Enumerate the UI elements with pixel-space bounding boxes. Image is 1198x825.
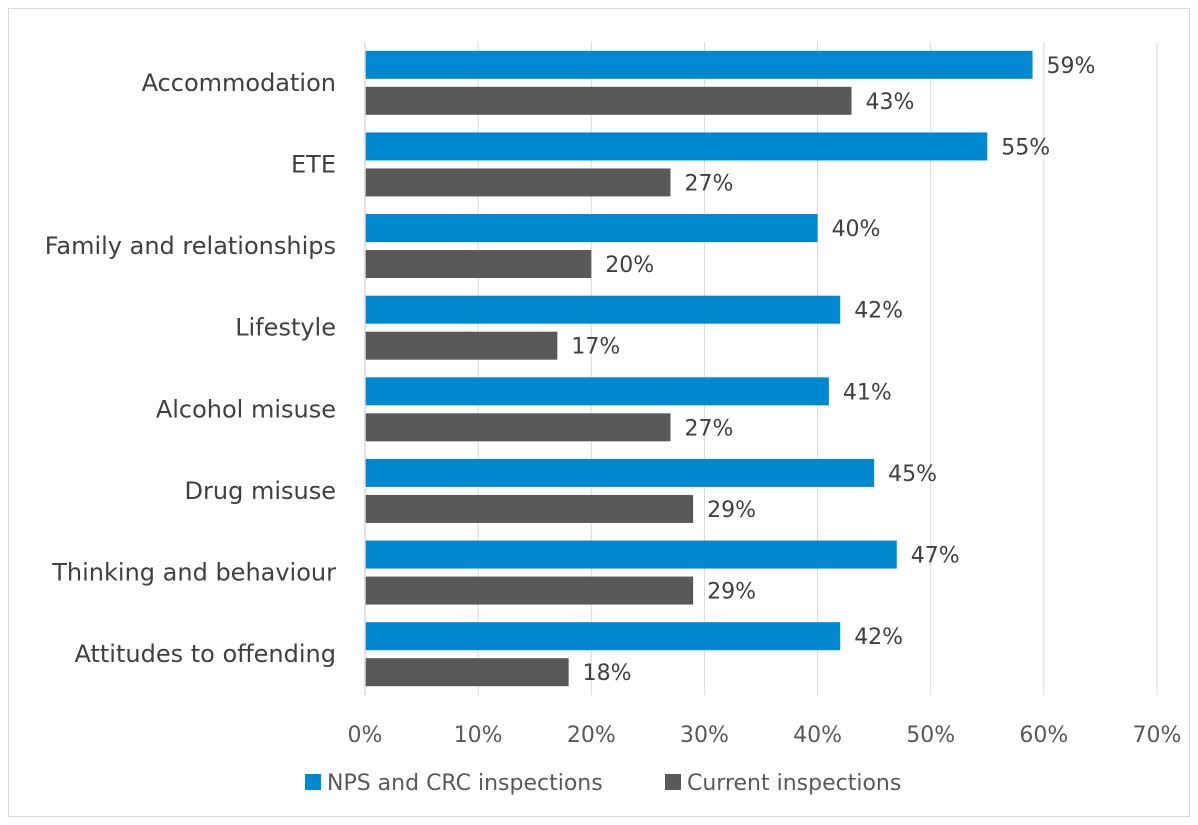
data-label: 18% xyxy=(583,661,632,686)
x-tick-labels: 0% 10% 20% 30% 40% 50% 60% 70% xyxy=(348,723,1182,748)
data-label: 42% xyxy=(854,625,903,650)
x-tick-label: 40% xyxy=(793,723,842,748)
data-label: 17% xyxy=(571,335,620,360)
data-label: 29% xyxy=(707,498,756,523)
x-tick-label: 0% xyxy=(348,723,383,748)
bar-current xyxy=(365,331,558,360)
bar-nps-crc xyxy=(365,458,875,487)
category-label: Family and relationships xyxy=(45,232,336,260)
x-tick-label: 50% xyxy=(906,723,955,748)
data-label: 27% xyxy=(684,416,733,441)
data-label: 20% xyxy=(605,253,654,278)
bar-current xyxy=(365,494,694,523)
bar-nps-crc xyxy=(365,622,841,651)
bar-nps-crc xyxy=(365,132,988,161)
bar-nps-crc xyxy=(365,50,1033,79)
data-label: 47% xyxy=(911,544,960,569)
bar-nps-crc xyxy=(365,295,841,324)
data-label: 41% xyxy=(843,380,892,405)
bar-current xyxy=(365,168,671,197)
category-labels: Accommodation ETE Family and relationships… xyxy=(45,69,336,668)
x-tick-label: 60% xyxy=(1019,723,1068,748)
category-label: Lifestyle xyxy=(235,314,336,342)
data-label: 42% xyxy=(854,299,903,324)
bar-nps-crc xyxy=(365,214,818,243)
bars xyxy=(365,50,1033,687)
legend-label: NPS and CRC inspections xyxy=(327,771,603,796)
x-tick-label: 30% xyxy=(680,723,729,748)
legend-swatch xyxy=(665,774,681,790)
legend-swatch xyxy=(305,774,321,790)
data-label: 59% xyxy=(1047,54,1096,79)
data-labels: 59% 43% 55% 27% 40% 20% 42% 17% 41% 27% 45% 29% 47% 2… xyxy=(571,54,1095,686)
category-label: Alcohol misuse xyxy=(156,395,336,423)
data-label: 29% xyxy=(707,580,756,605)
x-tick-label: 20% xyxy=(567,723,616,748)
legend: NPS and CRC inspections Current inspectio… xyxy=(305,771,901,796)
x-tick-label: 10% xyxy=(454,723,503,748)
category-label: Drug misuse xyxy=(185,477,336,505)
data-label: 40% xyxy=(832,217,881,242)
data-label: 55% xyxy=(1001,135,1050,160)
category-label: Accommodation xyxy=(142,69,336,97)
data-label: 45% xyxy=(888,462,937,487)
data-label: 27% xyxy=(684,171,733,196)
category-label: Thinking and behaviour xyxy=(51,559,336,587)
bar-nps-crc xyxy=(365,540,897,569)
category-label: ETE xyxy=(291,150,336,178)
x-tick-label: 70% xyxy=(1133,723,1182,748)
bar-current xyxy=(365,413,671,442)
bar-current xyxy=(365,86,852,115)
data-label: 43% xyxy=(866,90,915,115)
bar-current xyxy=(365,658,569,687)
bar-current xyxy=(365,250,592,279)
category-label: Attitudes to offending xyxy=(74,640,336,668)
bar-current xyxy=(365,576,694,605)
legend-label: Current inspections xyxy=(687,771,901,796)
bar-nps-crc xyxy=(365,377,829,406)
